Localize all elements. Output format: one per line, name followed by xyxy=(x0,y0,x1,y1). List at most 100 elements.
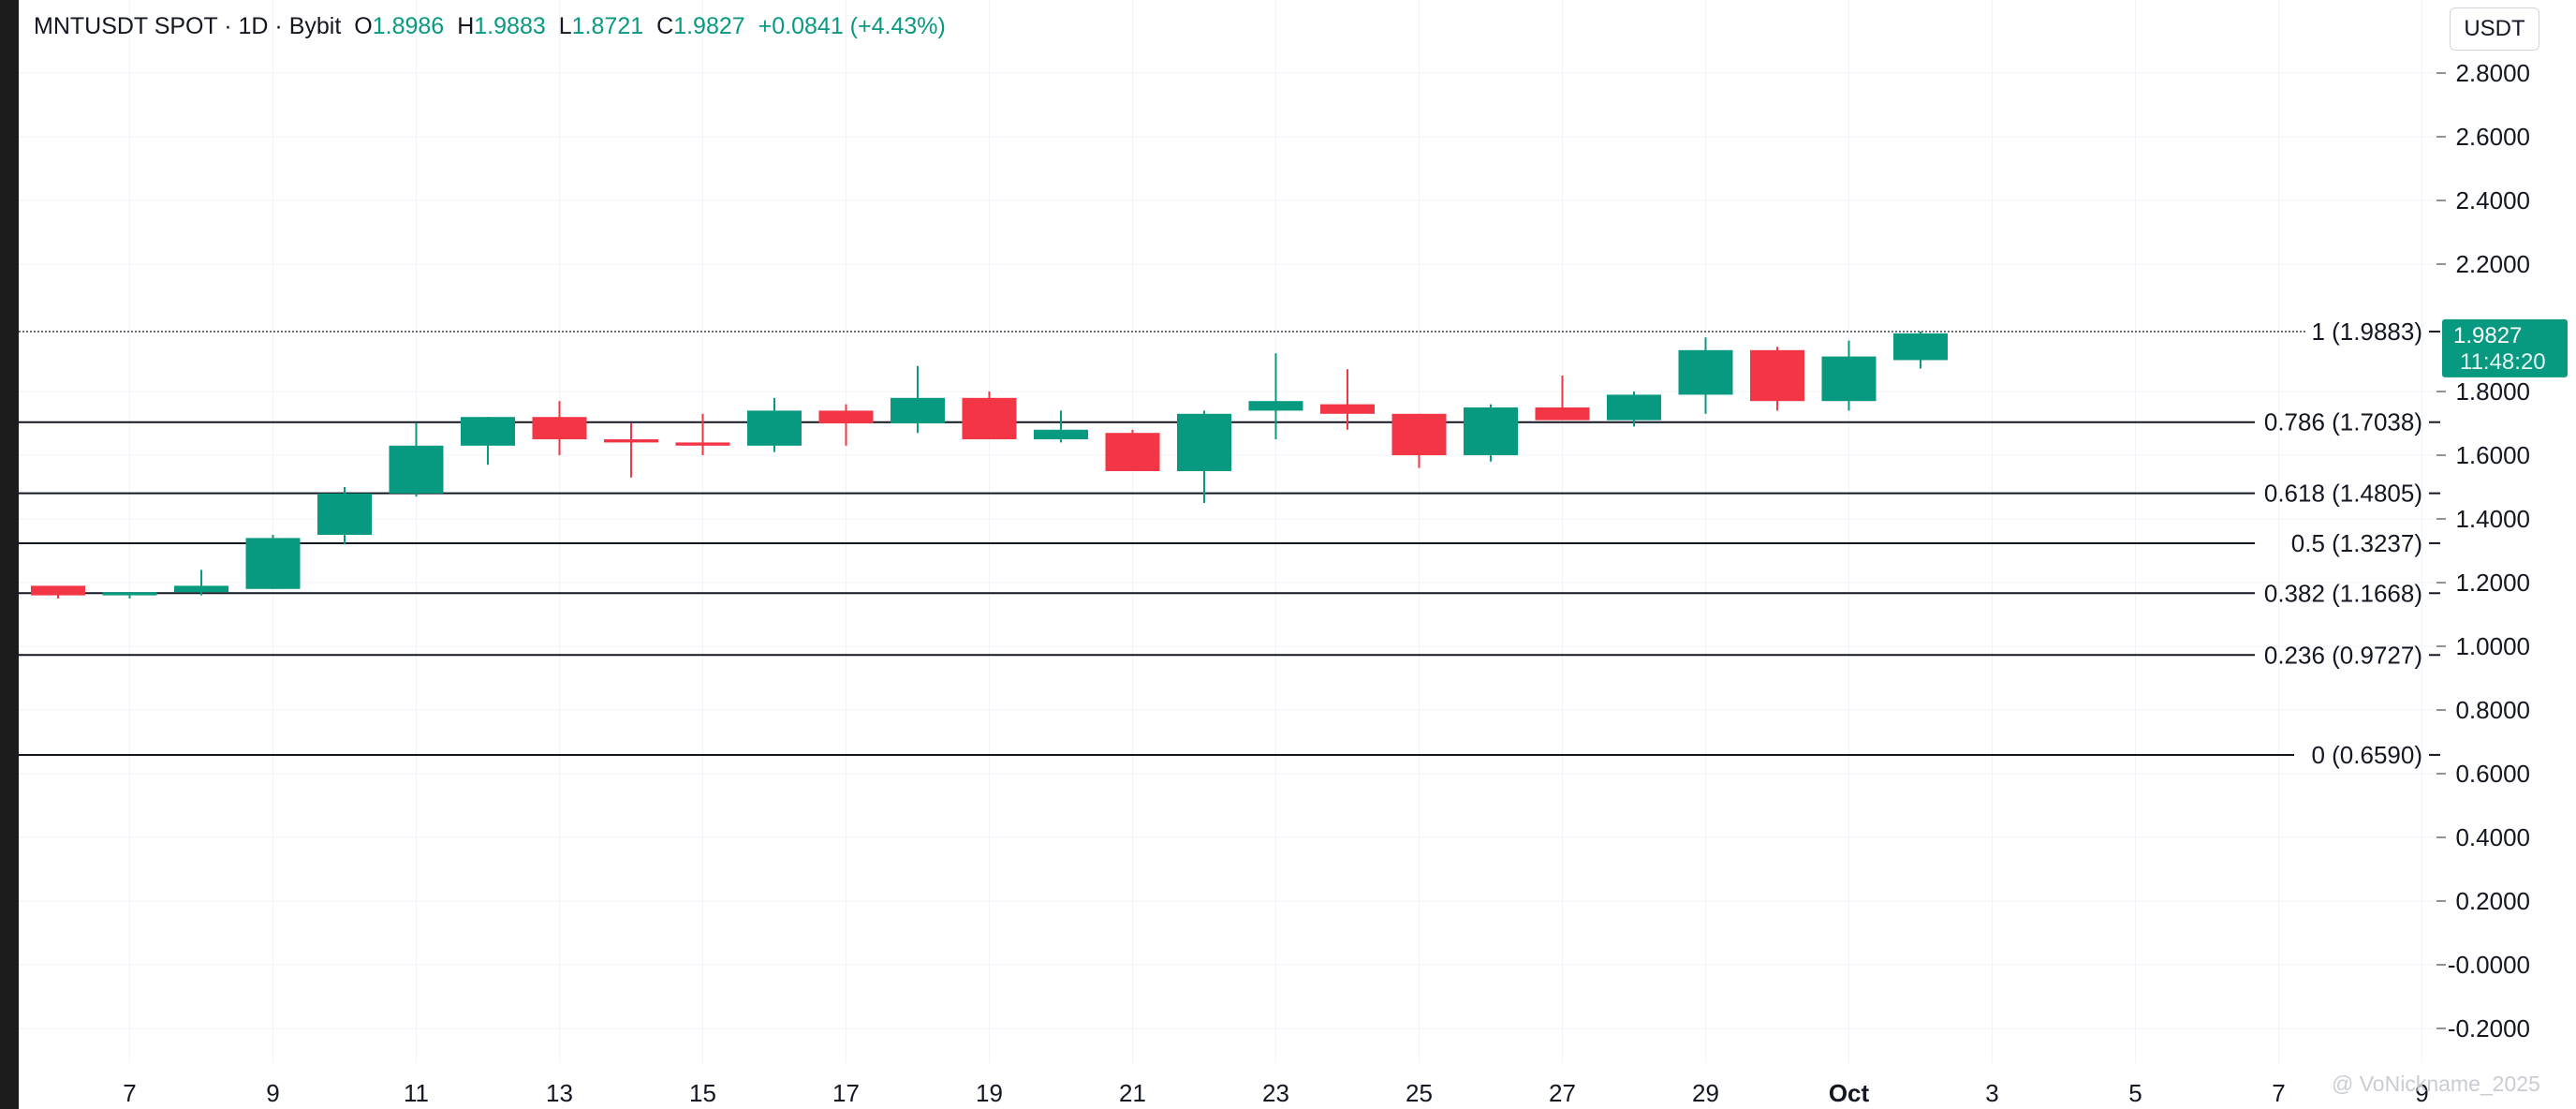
symbol-title: MNTUSDT SPOT · 1D · Bybit xyxy=(34,13,342,39)
x-tick-label: 19 xyxy=(976,1079,1003,1107)
candle xyxy=(891,365,945,434)
candle xyxy=(1320,369,1375,430)
change-value: +0.0841 (+4.43%) xyxy=(758,13,946,39)
price-badge-value: 1.9827 xyxy=(2453,323,2522,348)
candle-body xyxy=(604,439,658,443)
x-tick-label: 13 xyxy=(546,1079,573,1107)
fib-level-label: 0.236 (0.9727) xyxy=(2264,641,2422,669)
x-tick-label: 5 xyxy=(2128,1079,2142,1107)
candle-body xyxy=(1391,413,1447,455)
y-tick-label: -0.2000 xyxy=(2448,1014,2530,1042)
candle-body xyxy=(461,417,515,446)
x-tick-label: 27 xyxy=(1549,1079,1576,1107)
candle xyxy=(1750,347,1804,411)
x-tick-label: 15 xyxy=(689,1079,716,1107)
open-label: O xyxy=(354,13,373,39)
candle xyxy=(1034,410,1088,443)
candle-body xyxy=(818,410,874,423)
candle-body xyxy=(31,585,85,596)
y-tick-label: 2.6000 xyxy=(2455,123,2530,151)
candle xyxy=(245,535,301,589)
candle xyxy=(1105,429,1160,471)
candle-body xyxy=(675,442,730,446)
candle-body xyxy=(891,397,945,423)
price-axis: 2.8000 2.6000 2.4000 2.2000 1.8000 1.6000 1.40… xyxy=(2436,59,2530,1042)
open-value: 1.8986 xyxy=(372,13,445,39)
candle xyxy=(461,417,515,466)
candle-body xyxy=(317,493,372,535)
symbol-legend: MNTUSDT SPOT · 1D · Bybit O1.8986 H1.9883 L… xyxy=(34,13,946,40)
candle-body xyxy=(532,417,587,439)
candle-body xyxy=(1464,407,1518,455)
candle-body xyxy=(1893,333,1948,361)
candle xyxy=(604,423,658,478)
low-label: L xyxy=(558,13,572,39)
fib-level-label: 0.786 (1.7038) xyxy=(2264,408,2422,436)
fibonacci-levels: 1 (1.9883) 0.786 (1.7038) 0.618 (1.4805) 0.… xyxy=(19,318,2440,769)
candle xyxy=(532,401,587,455)
x-tick-label: 3 xyxy=(1985,1079,1998,1107)
x-tick-label: 9 xyxy=(266,1079,279,1107)
chart-grid xyxy=(19,0,2435,1063)
candle xyxy=(747,397,802,452)
x-tick-label: Oct xyxy=(1829,1079,1870,1107)
x-tick-label: 29 xyxy=(1692,1079,1719,1107)
candle-body xyxy=(1177,413,1231,471)
y-tick-label: 0.4000 xyxy=(2455,823,2530,851)
x-tick-label: 7 xyxy=(2272,1079,2285,1107)
x-tick-label: 23 xyxy=(1262,1079,1289,1107)
candle xyxy=(1391,413,1447,468)
candle-body xyxy=(102,592,157,596)
y-tick-label: 1.4000 xyxy=(2455,505,2530,533)
y-tick-label: 2.2000 xyxy=(2455,250,2530,278)
candle-body xyxy=(962,397,1017,439)
y-tick-label: 1.6000 xyxy=(2455,441,2530,469)
candle xyxy=(818,404,874,446)
watermark-text: @ VoNickname_2025 xyxy=(2332,1072,2540,1096)
fib-level-label: 0 (0.6590) xyxy=(2311,741,2422,769)
candle xyxy=(1464,404,1518,462)
fib-level-label: 0.618 (1.4805) xyxy=(2264,480,2422,508)
fib-level-label: 0.382 (1.1668) xyxy=(2264,579,2422,607)
y-tick-label: 0.6000 xyxy=(2455,760,2530,788)
candle xyxy=(102,592,157,599)
candle-body xyxy=(1105,433,1160,471)
currency-selector[interactable]: USDT xyxy=(2450,7,2539,51)
y-tick-label: 2.4000 xyxy=(2455,186,2530,214)
y-tick-label: 1.2000 xyxy=(2455,569,2530,597)
candle xyxy=(31,585,85,599)
fib-level-label: 0.5 (1.3237) xyxy=(2291,529,2422,557)
high-label: H xyxy=(457,13,475,39)
y-tick-label: 1.0000 xyxy=(2455,632,2530,660)
candle xyxy=(317,487,372,545)
left-edge-strip xyxy=(0,0,19,1109)
candle xyxy=(962,392,1017,439)
candle xyxy=(1248,353,1303,439)
candle xyxy=(1678,337,1733,414)
x-tick-label: 25 xyxy=(1406,1079,1433,1107)
y-tick-label: -0.0000 xyxy=(2448,951,2530,979)
candle xyxy=(1821,340,1877,411)
candle xyxy=(1177,410,1231,503)
x-tick-label: 7 xyxy=(123,1079,136,1107)
low-value: 1.8721 xyxy=(571,13,644,39)
candle xyxy=(174,569,228,596)
candle xyxy=(1535,376,1590,421)
candle xyxy=(1607,392,1661,427)
price-badge-countdown: 11:48:20 xyxy=(2460,349,2546,375)
candle-body xyxy=(1821,356,1877,402)
candle-body xyxy=(1750,349,1804,402)
candle-body xyxy=(1607,394,1661,421)
time-axis: 7 9 11 13 15 17 19 21 23 25 27 29 Oct 3 5 7 9 xyxy=(123,1079,2428,1107)
candle-body xyxy=(1535,407,1590,421)
candle-body xyxy=(1320,404,1375,414)
close-label: C xyxy=(656,13,674,39)
y-tick-label: 2.8000 xyxy=(2455,59,2530,87)
candle-body xyxy=(1678,349,1733,395)
candle xyxy=(1893,331,1948,369)
candle-body xyxy=(174,585,228,593)
candle xyxy=(389,423,444,497)
candle-body xyxy=(747,410,802,446)
